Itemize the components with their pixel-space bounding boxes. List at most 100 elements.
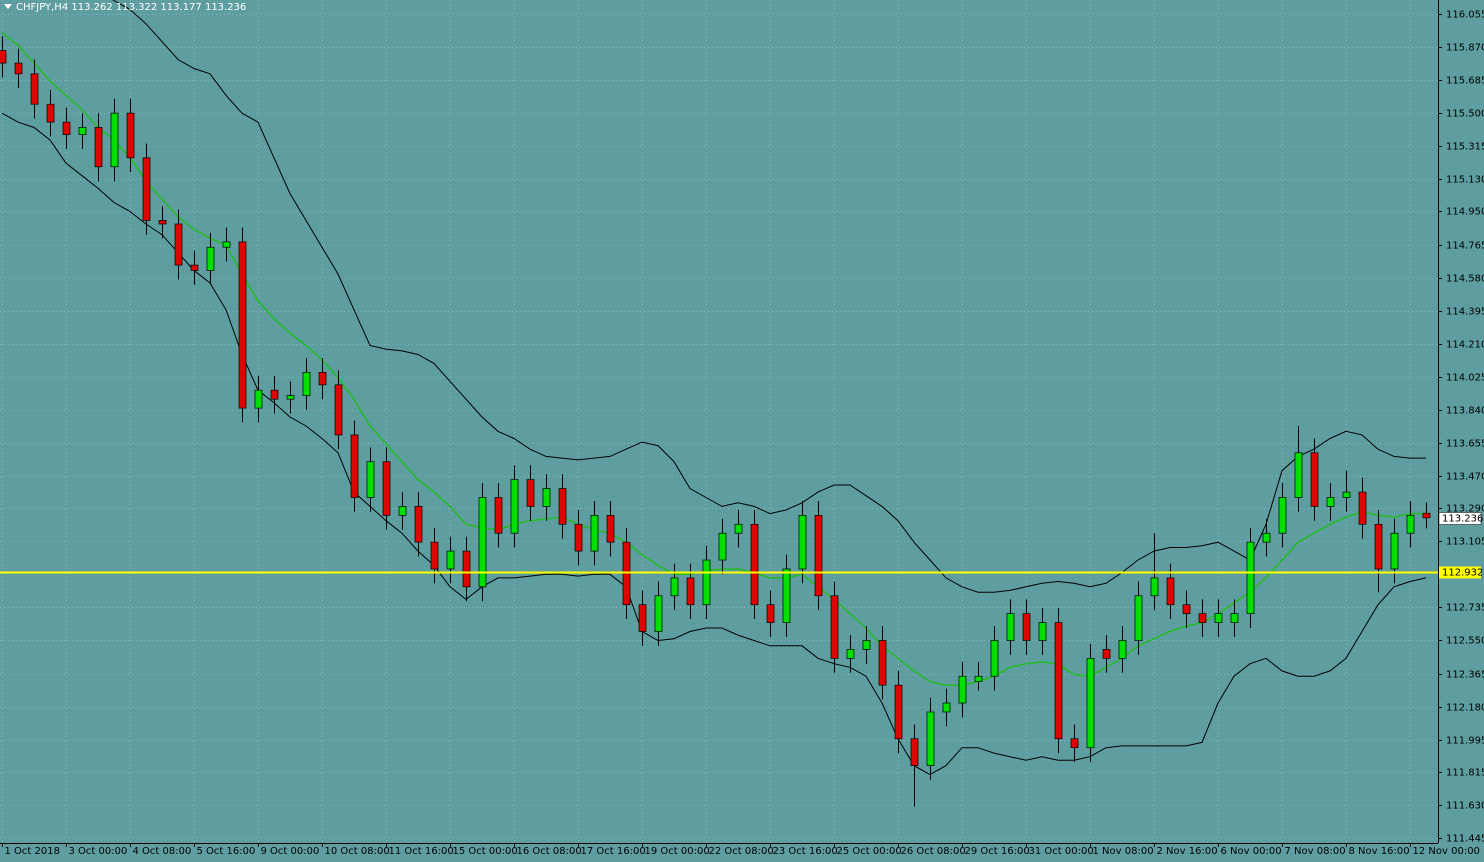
y-tick-label: 111.815	[1446, 768, 1484, 779]
candle-body	[270, 389, 279, 400]
candle-body	[1150, 577, 1159, 597]
x-tick-label: 5 Oct 16:00	[197, 846, 256, 857]
candle-body	[110, 112, 119, 168]
candle-body	[1422, 512, 1431, 519]
y-tick-label: 112.365	[1446, 670, 1484, 681]
candle-body	[878, 640, 887, 686]
candle-body	[990, 640, 999, 677]
price-label-box	[1438, 512, 1482, 525]
hline-label: 112.932	[1442, 568, 1483, 579]
candle-body	[30, 73, 39, 105]
menu-icon[interactable]	[4, 4, 12, 9]
candle-body	[942, 702, 951, 713]
x-tick-label: 17 Oct 16:00	[581, 846, 646, 857]
candle-body	[430, 541, 439, 570]
candle-body	[734, 523, 743, 534]
x-tick-label: 1 Oct 2018	[5, 846, 60, 857]
y-tick-label: 113.840	[1446, 406, 1484, 417]
candle-body	[254, 389, 263, 409]
y-tick-label: 114.025	[1446, 373, 1484, 384]
candle-body	[206, 246, 215, 271]
candle-body	[286, 395, 295, 400]
candle-body	[1230, 613, 1239, 623]
x-tick-label: 19 Oct 00:00	[645, 846, 710, 857]
y-tick-label: 115.685	[1446, 76, 1484, 87]
candle-body	[334, 384, 343, 436]
candle-body	[1262, 532, 1271, 543]
x-tick-label: 11 Oct 16:00	[389, 846, 454, 857]
candle-body	[62, 121, 71, 135]
candle-body	[222, 241, 231, 248]
candle-body	[78, 127, 87, 135]
y-tick-label: 112.550	[1446, 636, 1484, 647]
candle-body	[830, 595, 839, 659]
candle-body	[174, 223, 183, 266]
candle-body	[782, 568, 791, 623]
y-tick-label: 115.130	[1446, 175, 1484, 186]
candle-body	[1022, 613, 1031, 641]
candle-body	[318, 371, 327, 386]
candle-body	[350, 434, 359, 498]
x-tick-label: 25 Oct 00:00	[837, 846, 902, 857]
candle-body	[302, 371, 311, 396]
candle-body	[510, 479, 519, 534]
candle-body	[1342, 491, 1351, 498]
x-tick-label: 4 Oct 08:00	[133, 846, 192, 857]
y-tick-label: 115.315	[1446, 142, 1484, 153]
candle-body	[1118, 640, 1127, 659]
x-tick-label: 29 Oct 16:00	[965, 846, 1030, 857]
candle-body	[894, 684, 903, 740]
candle-body	[1134, 595, 1143, 641]
candle-body	[238, 241, 247, 409]
y-tick-label: 116.055	[1446, 10, 1484, 21]
x-tick-label: 8 Nov 16:00	[1349, 846, 1410, 857]
candle-body	[574, 523, 583, 552]
candle-body	[158, 220, 167, 225]
candle-body	[542, 488, 551, 507]
band-upper	[112, 0, 1426, 593]
candle-body	[846, 649, 855, 659]
candle-body	[1374, 523, 1383, 570]
y-tick-label: 114.950	[1446, 207, 1484, 218]
candle-body	[142, 157, 151, 221]
candle-body	[494, 497, 503, 534]
y-tick-label: 112.180	[1446, 703, 1484, 714]
candle-body	[1214, 613, 1223, 623]
y-tick-label: 111.995	[1446, 736, 1484, 747]
candle-body	[1406, 514, 1415, 534]
grid	[0, 0, 1438, 843]
candle-body	[910, 738, 919, 766]
candle-body	[862, 640, 871, 650]
y-tick-label: 111.445	[1446, 834, 1484, 845]
x-tick-label: 16 Oct 08:00	[517, 846, 582, 857]
candle-body	[974, 675, 983, 682]
x-tick-label: 22 Oct 08:00	[709, 846, 774, 857]
x-tick-label: 10 Oct 08:00	[325, 846, 390, 857]
x-tick-label: 7 Nov 08:00	[1285, 846, 1346, 857]
candle-body	[1246, 541, 1255, 615]
candle-body	[958, 675, 967, 704]
x-tick-label: 12 Nov 00:00	[1413, 846, 1480, 857]
candle-body	[1166, 577, 1175, 606]
x-tick-label: 15 Oct 00:00	[453, 846, 518, 857]
chart-title: CHFJPY,H4 113.262 113.322 113.177 113.23…	[16, 2, 246, 13]
candle-body	[414, 506, 423, 543]
y-tick-label: 114.580	[1446, 274, 1484, 285]
candle-body	[190, 264, 199, 271]
price-label: 113.236	[1442, 514, 1483, 525]
candle-body	[382, 461, 391, 516]
candle-body	[606, 514, 615, 543]
candle-body	[0, 50, 7, 64]
candle-body	[462, 550, 471, 588]
x-tick-label: 3 Oct 00:00	[69, 846, 128, 857]
candle-body	[1070, 738, 1079, 749]
candle-body	[702, 559, 711, 606]
y-tick-label: 113.655	[1446, 439, 1484, 450]
y-tick-label: 114.765	[1446, 241, 1484, 252]
candle-body	[1086, 657, 1095, 749]
x-tick-label: 9 Oct 00:00	[261, 846, 320, 857]
y-tick-label: 112.735	[1446, 603, 1484, 614]
hline-label-box	[1439, 566, 1481, 579]
y-tick-label: 113.290	[1446, 504, 1484, 515]
